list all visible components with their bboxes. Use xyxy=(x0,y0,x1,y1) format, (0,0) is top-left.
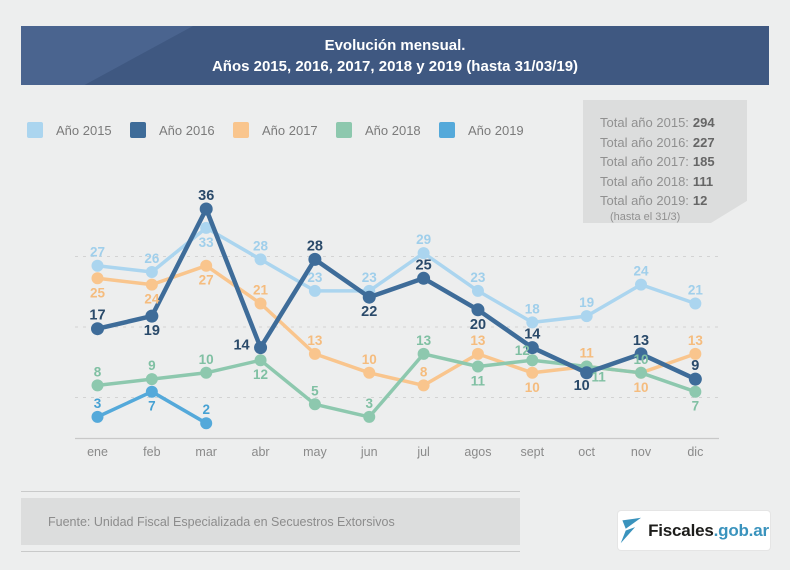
legend-item-2016: Año 2016 xyxy=(130,122,233,138)
source-text: Fuente: Unidad Fiscal Especializada en S… xyxy=(48,514,395,529)
svg-text:3: 3 xyxy=(94,396,102,411)
svg-text:ene: ene xyxy=(87,445,108,459)
svg-text:24: 24 xyxy=(633,264,649,279)
svg-text:jun: jun xyxy=(360,445,378,459)
svg-text:10: 10 xyxy=(633,380,648,395)
legend-item-2019: Año 2019 xyxy=(439,122,542,138)
total-2016: Total año 2016: 227 xyxy=(600,134,715,150)
svg-text:9: 9 xyxy=(148,358,156,373)
source-bar: Fuente: Unidad Fiscal Especializada en S… xyxy=(21,491,520,552)
svg-text:8: 8 xyxy=(420,364,428,379)
svg-text:10: 10 xyxy=(574,378,590,394)
svg-text:nov: nov xyxy=(631,445,652,459)
logo-text: Fiscales.gob.ar xyxy=(648,520,769,540)
svg-text:8: 8 xyxy=(94,364,102,379)
svg-text:11: 11 xyxy=(580,346,595,361)
svg-text:28: 28 xyxy=(253,238,269,253)
svg-text:dic: dic xyxy=(687,445,703,459)
total-2018: Total año 2018: 111 xyxy=(600,173,714,189)
svg-text:21: 21 xyxy=(688,283,704,298)
svg-text:11: 11 xyxy=(592,370,607,385)
total-2015: Total año 2015: 294 xyxy=(600,115,715,130)
header-banner: Evolución mensual. Años 2015, 2016, 2017… xyxy=(21,26,769,85)
svg-text:13: 13 xyxy=(307,333,323,348)
svg-text:24: 24 xyxy=(144,292,160,307)
svg-text:14: 14 xyxy=(524,327,540,343)
chart-legend: Año 2015 Año 2016 Año 2017 Año 2018 Año … xyxy=(27,122,542,138)
svg-text:3: 3 xyxy=(365,396,373,411)
svg-text:7: 7 xyxy=(148,399,156,414)
svg-text:10: 10 xyxy=(633,352,648,367)
legend-label-2019: Año 2019 xyxy=(468,122,524,138)
totals-note: (hasta el 31/3) xyxy=(610,210,681,223)
svg-text:sept: sept xyxy=(520,445,544,459)
total-2019: Total año 2019: 12 xyxy=(600,193,708,208)
source-box: Fuente: Unidad Fiscal Especializada en S… xyxy=(21,498,520,545)
svg-text:12: 12 xyxy=(253,367,268,382)
legend-label-2015: Año 2015 xyxy=(56,122,112,138)
svg-text:13: 13 xyxy=(633,333,649,349)
legend-item-2018: Año 2018 xyxy=(336,122,439,138)
svg-text:13: 13 xyxy=(416,333,432,348)
legend-label-2018: Año 2018 xyxy=(365,122,421,138)
fiscales-logo: Fiscales.gob.ar xyxy=(618,511,770,550)
svg-text:23: 23 xyxy=(470,270,486,285)
svg-text:mar: mar xyxy=(195,445,217,459)
svg-text:2: 2 xyxy=(202,402,210,417)
svg-text:13: 13 xyxy=(688,333,704,348)
totals-box: Total año 2015: 294 Total año 2016: 227 To… xyxy=(583,100,747,223)
chart-title-line1: Evolución mensual. xyxy=(324,37,466,54)
svg-text:26: 26 xyxy=(144,251,160,266)
svg-text:21: 21 xyxy=(253,283,269,298)
svg-text:10: 10 xyxy=(525,380,540,395)
svg-text:may: may xyxy=(303,445,327,459)
svg-text:14: 14 xyxy=(233,338,249,354)
legend-swatch-2017 xyxy=(233,122,249,138)
svg-text:11: 11 xyxy=(471,374,486,389)
legend-swatch-2019 xyxy=(439,122,455,138)
svg-text:7: 7 xyxy=(692,399,700,414)
svg-text:20: 20 xyxy=(470,317,486,333)
svg-text:oct: oct xyxy=(578,445,595,459)
svg-text:36: 36 xyxy=(198,188,214,204)
svg-text:19: 19 xyxy=(579,295,594,310)
svg-text:18: 18 xyxy=(525,301,541,316)
svg-text:33: 33 xyxy=(199,235,215,250)
chart-title-line2: Años 2015, 2016, 2017, 2018 y 2019 (hast… xyxy=(211,58,579,75)
legend-swatch-2016 xyxy=(130,122,146,138)
svg-text:22: 22 xyxy=(361,304,377,320)
svg-text:10: 10 xyxy=(362,352,377,367)
svg-text:abr: abr xyxy=(252,445,270,459)
svg-text:17: 17 xyxy=(89,308,105,324)
legend-item-2015: Año 2015 xyxy=(27,122,130,138)
svg-text:5: 5 xyxy=(311,383,319,398)
fiscales-flag-icon xyxy=(620,517,642,544)
svg-text:23: 23 xyxy=(307,270,323,285)
svg-text:12: 12 xyxy=(515,343,530,358)
svg-text:27: 27 xyxy=(199,273,214,288)
svg-text:jul: jul xyxy=(416,445,430,459)
svg-text:25: 25 xyxy=(416,257,432,273)
svg-text:19: 19 xyxy=(144,323,160,339)
svg-text:feb: feb xyxy=(143,445,160,459)
svg-text:29: 29 xyxy=(416,232,431,247)
svg-text:13: 13 xyxy=(470,333,486,348)
svg-text:27: 27 xyxy=(90,245,105,260)
svg-text:10: 10 xyxy=(199,352,214,367)
legend-swatch-2018 xyxy=(336,122,352,138)
svg-text:23: 23 xyxy=(362,270,378,285)
svg-text:28: 28 xyxy=(307,238,323,254)
legend-label-2016: Año 2016 xyxy=(159,122,215,138)
svg-text:25: 25 xyxy=(90,285,106,300)
total-2017: Total año 2017: 185 xyxy=(600,154,715,169)
legend-item-2017: Año 2017 xyxy=(233,122,336,138)
legend-swatch-2015 xyxy=(27,122,43,138)
legend-label-2017: Año 2017 xyxy=(262,122,318,138)
svg-text:agos: agos xyxy=(464,445,491,459)
svg-text:9: 9 xyxy=(691,358,699,374)
